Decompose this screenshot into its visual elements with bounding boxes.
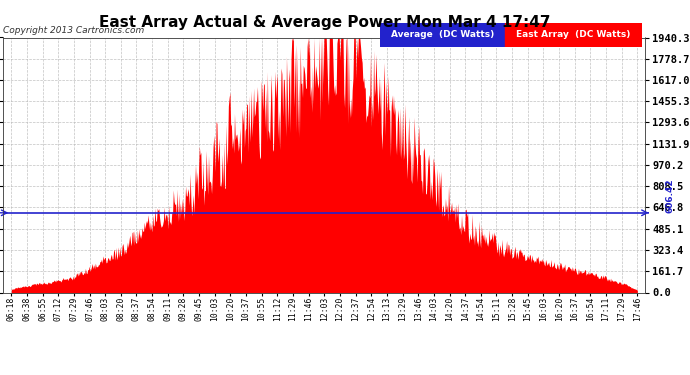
Text: East Array Actual & Average Power Mon Mar 4 17:47: East Array Actual & Average Power Mon Ma… [99, 15, 550, 30]
Text: East Array  (DC Watts): East Array (DC Watts) [516, 30, 631, 39]
Bar [505, 22, 642, 47]
Bar [380, 22, 505, 47]
Text: Copyright 2013 Cartronics.com: Copyright 2013 Cartronics.com [3, 26, 145, 35]
Text: Average  (DC Watts): Average (DC Watts) [391, 30, 494, 39]
Text: 606.42: 606.42 [666, 178, 675, 213]
